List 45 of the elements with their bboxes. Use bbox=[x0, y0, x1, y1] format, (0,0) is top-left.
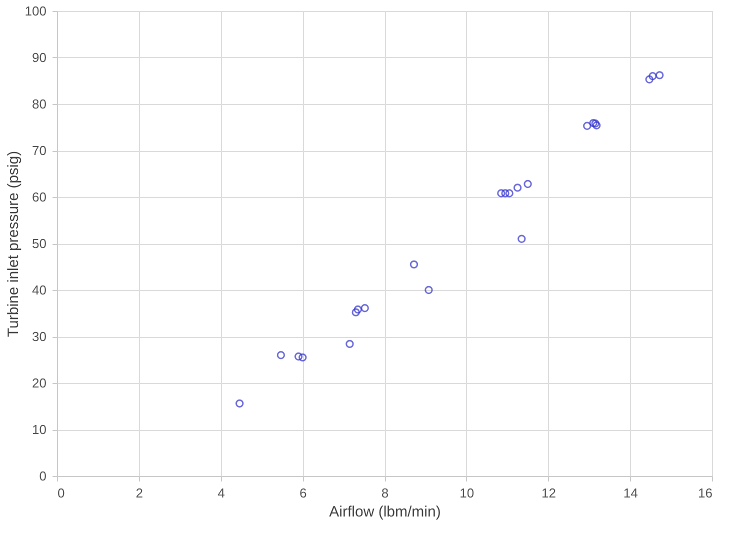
y-axis-title: Turbine inlet pressure (psig) bbox=[4, 150, 22, 338]
x-tick-label: 0 bbox=[58, 486, 65, 500]
y-tick-label: 90 bbox=[32, 50, 46, 65]
point bbox=[497, 189, 506, 198]
y-tick-label: 70 bbox=[32, 143, 46, 158]
y-tick-label: 50 bbox=[32, 236, 46, 251]
point bbox=[352, 308, 360, 316]
point bbox=[346, 340, 354, 348]
y-tick-label: 80 bbox=[32, 96, 46, 112]
point bbox=[354, 305, 362, 314]
point bbox=[655, 71, 664, 80]
x-tick-label: 14 bbox=[623, 486, 638, 500]
point bbox=[298, 353, 307, 362]
y-tick-label: 20 bbox=[32, 376, 46, 390]
point bbox=[360, 304, 369, 312]
x-tick-label: 6 bbox=[300, 486, 307, 500]
x-tick-label: 12 bbox=[542, 486, 556, 500]
y-tick-label: 60 bbox=[32, 190, 46, 204]
y-tick-label: 30 bbox=[32, 329, 46, 344]
x-tick-label: 16 bbox=[698, 486, 712, 500]
point bbox=[501, 189, 510, 198]
point bbox=[589, 118, 598, 128]
y-tick-label: 0 bbox=[39, 468, 46, 484]
x-tick-label: 2 bbox=[136, 486, 143, 500]
point bbox=[235, 399, 244, 408]
y-tick-label: 10 bbox=[32, 422, 46, 437]
point bbox=[505, 189, 514, 198]
x-axis-title: Airflow (lbm/min) bbox=[329, 504, 441, 520]
y-tick-label: 40 bbox=[32, 282, 46, 298]
x-tick-label: 4 bbox=[218, 486, 225, 500]
point bbox=[592, 121, 601, 130]
x-tick-label: 10 bbox=[460, 486, 474, 500]
y-tick-label: 100 bbox=[24, 4, 46, 18]
point bbox=[518, 234, 526, 243]
x-tick-label: 8 bbox=[381, 486, 389, 500]
point bbox=[513, 184, 522, 192]
point bbox=[410, 260, 418, 269]
point bbox=[524, 180, 532, 188]
point bbox=[591, 119, 600, 128]
point bbox=[294, 352, 303, 361]
point bbox=[424, 286, 433, 294]
point bbox=[648, 72, 657, 80]
point bbox=[276, 351, 286, 360]
point bbox=[583, 122, 592, 130]
point bbox=[645, 75, 654, 84]
